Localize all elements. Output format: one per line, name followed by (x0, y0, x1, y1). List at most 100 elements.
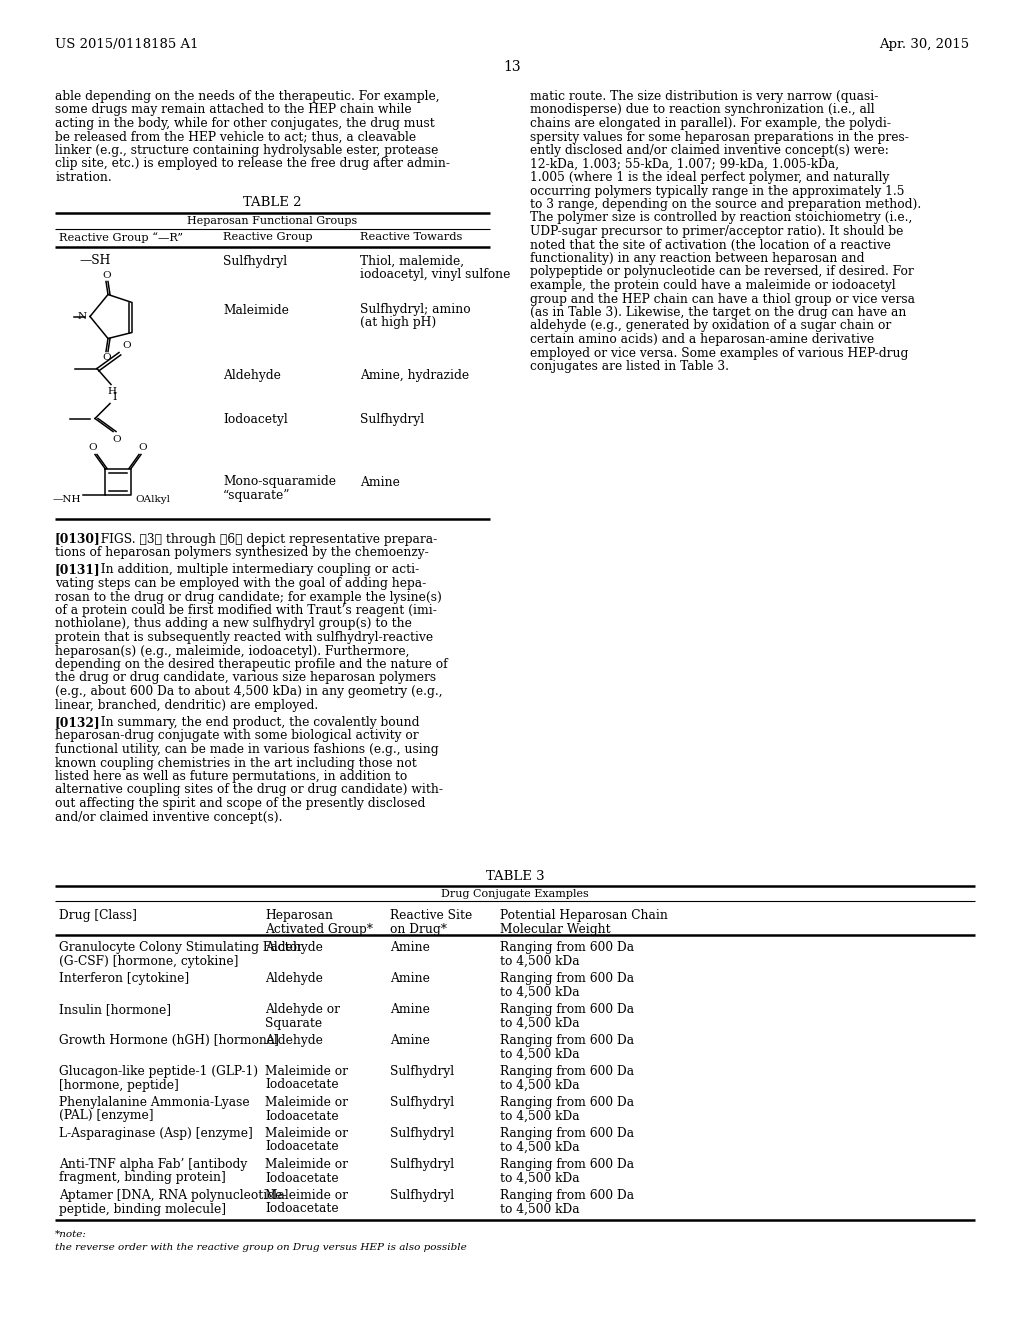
Text: TABLE 3: TABLE 3 (485, 870, 545, 883)
Text: the reverse order with the reactive group on Drug versus HEP is also possible: the reverse order with the reactive grou… (55, 1243, 467, 1251)
Text: ently disclosed and/or claimed inventive concept(s) were:: ently disclosed and/or claimed inventive… (530, 144, 889, 157)
Text: Drug Conjugate Examples: Drug Conjugate Examples (441, 888, 589, 899)
Text: the drug or drug candidate, various size heparosan polymers: the drug or drug candidate, various size… (55, 672, 436, 685)
Text: tions of heparosan polymers synthesized by the chemoenzy-: tions of heparosan polymers synthesized … (55, 546, 429, 558)
Text: to 4,500 kDa: to 4,500 kDa (500, 1172, 580, 1184)
Text: UDP-sugar precursor to primer/acceptor ratio). It should be: UDP-sugar precursor to primer/acceptor r… (530, 224, 903, 238)
Text: Amine: Amine (390, 1003, 430, 1016)
Text: Insulin [hormone]: Insulin [hormone] (59, 1003, 171, 1016)
Text: Apr. 30, 2015: Apr. 30, 2015 (879, 38, 969, 51)
Text: to 4,500 kDa: to 4,500 kDa (500, 1110, 580, 1122)
Text: Sulfhydryl; amino: Sulfhydryl; amino (360, 302, 471, 315)
Text: [hormone, peptide]: [hormone, peptide] (59, 1078, 179, 1092)
Text: be released from the HEP vehicle to act; thus, a cleavable: be released from the HEP vehicle to act;… (55, 131, 416, 144)
Text: and/or claimed inventive concept(s).: and/or claimed inventive concept(s). (55, 810, 283, 824)
Text: Heparosan: Heparosan (265, 909, 333, 921)
Text: clip site, etc.) is employed to release the free drug after admin-: clip site, etc.) is employed to release … (55, 157, 450, 170)
Text: Reactive Site: Reactive Site (390, 909, 472, 921)
Text: Ranging from 600 Da: Ranging from 600 Da (500, 1127, 634, 1140)
Text: Iodoacetyl: Iodoacetyl (223, 413, 288, 426)
Text: Drug [Class]: Drug [Class] (59, 909, 137, 921)
Text: Activated Group*: Activated Group* (265, 923, 373, 936)
Text: (G-CSF) [hormone, cytokine]: (G-CSF) [hormone, cytokine] (59, 954, 239, 968)
Text: TABLE 2: TABLE 2 (244, 197, 302, 210)
Text: H: H (108, 388, 117, 396)
Text: linker (e.g., structure containing hydrolysable ester, protease: linker (e.g., structure containing hydro… (55, 144, 438, 157)
Text: —NH: —NH (52, 495, 81, 504)
Text: Phenylalanine Ammonia-Lyase: Phenylalanine Ammonia-Lyase (59, 1096, 250, 1109)
Text: Molecular Weight: Molecular Weight (500, 923, 610, 936)
Text: (e.g., about 600 Da to about 4,500 kDa) in any geometry (e.g.,: (e.g., about 600 Da to about 4,500 kDa) … (55, 685, 442, 698)
Text: Aldehyde: Aldehyde (265, 1034, 323, 1047)
Text: The polymer size is controlled by reaction stoichiometry (i.e.,: The polymer size is controlled by reacti… (530, 211, 912, 224)
Text: Sulfhydryl: Sulfhydryl (390, 1158, 454, 1171)
Text: to 4,500 kDa: to 4,500 kDa (500, 1140, 580, 1154)
Text: out affecting the spirit and scope of the presently disclosed: out affecting the spirit and scope of th… (55, 797, 425, 810)
Text: Ranging from 600 Da: Ranging from 600 Da (500, 1065, 634, 1078)
Text: US 2015/0118185 A1: US 2015/0118185 A1 (55, 38, 199, 51)
Text: to 4,500 kDa: to 4,500 kDa (500, 986, 580, 998)
Text: alternative coupling sites of the drug or drug candidate) with-: alternative coupling sites of the drug o… (55, 784, 443, 796)
Text: N: N (78, 312, 87, 321)
Text: Maleimide or: Maleimide or (265, 1096, 348, 1109)
Text: Amine: Amine (390, 972, 430, 985)
Text: some drugs may remain attached to the HEP chain while: some drugs may remain attached to the HE… (55, 103, 412, 116)
Text: Sulfhydryl: Sulfhydryl (223, 255, 287, 268)
Text: OAlkyl: OAlkyl (135, 495, 170, 504)
Text: Ranging from 600 Da: Ranging from 600 Da (500, 1096, 634, 1109)
Text: Sulfhydryl: Sulfhydryl (390, 1189, 454, 1203)
Text: to 4,500 kDa: to 4,500 kDa (500, 1048, 580, 1060)
Text: heparosan(s) (e.g., maleimide, iodoacetyl). Furthermore,: heparosan(s) (e.g., maleimide, iodoacety… (55, 644, 410, 657)
Text: Ranging from 600 Da: Ranging from 600 Da (500, 1189, 634, 1203)
Text: able depending on the needs of the therapeutic. For example,: able depending on the needs of the thera… (55, 90, 439, 103)
Text: iodoacetyl, vinyl sulfone: iodoacetyl, vinyl sulfone (360, 268, 510, 281)
Text: Heparosan Functional Groups: Heparosan Functional Groups (187, 215, 357, 226)
Text: Ranging from 600 Da: Ranging from 600 Da (500, 1003, 634, 1016)
Text: peptide, binding molecule]: peptide, binding molecule] (59, 1203, 226, 1216)
Text: Amine: Amine (390, 1034, 430, 1047)
Text: “squarate”: “squarate” (223, 488, 291, 502)
Text: Aptamer [DNA, RNA polynucleotide-: Aptamer [DNA, RNA polynucleotide- (59, 1189, 287, 1203)
Text: Maleimide: Maleimide (223, 305, 289, 318)
Text: [0131]: [0131] (55, 564, 100, 577)
Text: Thiol, malemide,: Thiol, malemide, (360, 255, 464, 268)
Text: polypeptide or polynucleotide can be reversed, if desired. For: polypeptide or polynucleotide can be rev… (530, 265, 913, 279)
Text: 1.005 (where 1 is the ideal perfect polymer, and naturally: 1.005 (where 1 is the ideal perfect poly… (530, 172, 890, 183)
Text: istration.: istration. (55, 172, 112, 183)
Text: vating steps can be employed with the goal of adding hepa-: vating steps can be employed with the go… (55, 577, 426, 590)
Text: chains are elongated in parallel). For example, the polydi-: chains are elongated in parallel). For e… (530, 117, 891, 129)
Text: Reactive Group: Reactive Group (223, 232, 312, 243)
Text: of a protein could be first modified with Traut’s reagent (imi-: of a protein could be first modified wit… (55, 605, 437, 616)
Text: Potential Heparosan Chain: Potential Heparosan Chain (500, 909, 668, 921)
Text: I: I (112, 392, 117, 401)
Text: In summary, the end product, the covalently bound: In summary, the end product, the covalen… (93, 715, 420, 729)
Text: O: O (102, 271, 112, 280)
Text: listed here as well as future permutations, in addition to: listed here as well as future permutatio… (55, 770, 408, 783)
Text: Sulfhydryl: Sulfhydryl (360, 413, 424, 426)
Text: (PAL) [enzyme]: (PAL) [enzyme] (59, 1110, 154, 1122)
Text: Amine: Amine (390, 941, 430, 954)
Text: protein that is subsequently reacted with sulfhydryl-reactive: protein that is subsequently reacted wit… (55, 631, 433, 644)
Text: *note:: *note: (55, 1230, 87, 1239)
Text: group and the HEP chain can have a thiol group or vice versa: group and the HEP chain can have a thiol… (530, 293, 915, 305)
Text: heparosan-drug conjugate with some biological activity or: heparosan-drug conjugate with some biolo… (55, 730, 419, 742)
Text: aldehyde (e.g., generated by oxidation of a sugar chain or: aldehyde (e.g., generated by oxidation o… (530, 319, 891, 333)
Text: functional utility, can be made in various fashions (e.g., using: functional utility, can be made in vario… (55, 743, 438, 756)
Text: nothiolane), thus adding a new sulfhydryl group(s) to the: nothiolane), thus adding a new sulfhydry… (55, 618, 412, 631)
Text: O: O (113, 436, 121, 445)
Text: O: O (102, 354, 112, 363)
Text: FIGS. 3 through 6 depict representative prepara-: FIGS. 3 through 6 depict representat… (93, 532, 437, 545)
Text: Ranging from 600 Da: Ranging from 600 Da (500, 941, 634, 954)
Text: In addition, multiple intermediary coupling or acti-: In addition, multiple intermediary coupl… (93, 564, 419, 577)
Text: Maleimide or: Maleimide or (265, 1158, 348, 1171)
Text: Sulfhydryl: Sulfhydryl (390, 1096, 454, 1109)
Text: linear, branched, dendritic) are employed.: linear, branched, dendritic) are employe… (55, 698, 318, 711)
Text: monodisperse) due to reaction synchronization (i.e., all: monodisperse) due to reaction synchroniz… (530, 103, 874, 116)
Text: [0130]: [0130] (55, 532, 100, 545)
Text: Granulocyte Colony Stimulating Factor: Granulocyte Colony Stimulating Factor (59, 941, 303, 954)
Text: Iodoacetate: Iodoacetate (265, 1110, 339, 1122)
Text: Ranging from 600 Da: Ranging from 600 Da (500, 1034, 634, 1047)
Text: Anti-TNF alpha Fab’ [antibody: Anti-TNF alpha Fab’ [antibody (59, 1158, 247, 1171)
Text: [0132]: [0132] (55, 715, 100, 729)
Text: Squarate: Squarate (265, 1016, 323, 1030)
